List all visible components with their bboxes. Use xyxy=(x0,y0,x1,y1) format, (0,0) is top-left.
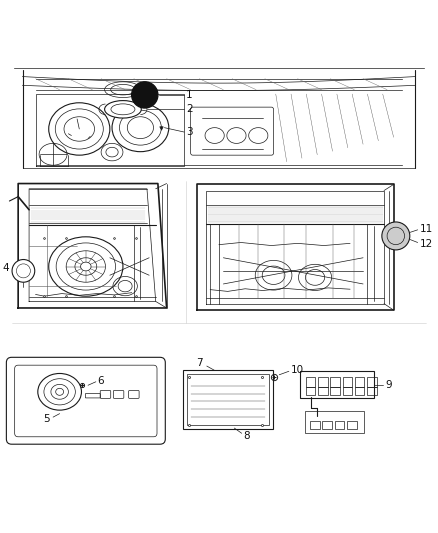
Text: 6: 6 xyxy=(98,376,104,386)
Text: 12: 12 xyxy=(420,239,433,249)
Text: 11: 11 xyxy=(420,223,433,233)
Text: 2: 2 xyxy=(186,104,193,114)
Text: 3: 3 xyxy=(186,127,193,137)
Text: 5: 5 xyxy=(43,414,50,424)
Text: 9: 9 xyxy=(385,380,392,390)
Text: 7: 7 xyxy=(196,358,203,368)
Circle shape xyxy=(12,260,35,282)
Circle shape xyxy=(382,222,410,250)
Text: 10: 10 xyxy=(291,365,304,375)
Ellipse shape xyxy=(105,101,141,118)
Text: 1: 1 xyxy=(186,90,193,100)
Text: 4: 4 xyxy=(3,263,9,273)
Circle shape xyxy=(132,82,158,108)
Text: 8: 8 xyxy=(244,431,250,441)
